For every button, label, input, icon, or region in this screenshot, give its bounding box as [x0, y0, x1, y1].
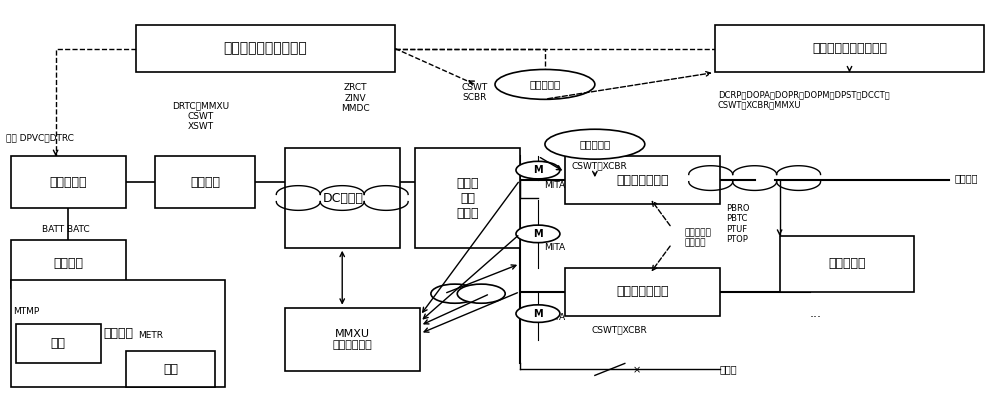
FancyBboxPatch shape	[415, 148, 520, 248]
Text: 电气连接点: 电气连接点	[529, 80, 561, 90]
FancyBboxPatch shape	[136, 25, 395, 72]
FancyBboxPatch shape	[565, 156, 720, 204]
Text: DC变换器: DC变换器	[322, 192, 363, 204]
FancyBboxPatch shape	[780, 236, 914, 292]
Circle shape	[516, 305, 560, 322]
Text: 光伏 DPVC、DTRC: 光伏 DPVC、DTRC	[6, 134, 74, 143]
Text: MMXU
电力系统测量: MMXU 电力系统测量	[333, 329, 373, 350]
Text: DRTC、MMXU
CSWT
XSWT: DRTC、MMXU CSWT XSWT	[172, 101, 229, 131]
FancyBboxPatch shape	[715, 25, 984, 72]
FancyBboxPatch shape	[16, 324, 101, 364]
Circle shape	[516, 161, 560, 179]
Text: M: M	[533, 309, 543, 319]
Circle shape	[457, 284, 505, 303]
Text: 站服务: 站服务	[720, 364, 737, 374]
Text: M: M	[533, 165, 543, 175]
Text: 负载线路断路器: 负载线路断路器	[616, 285, 669, 298]
Text: METR: METR	[138, 331, 163, 340]
Text: 电池系统: 电池系统	[53, 257, 83, 270]
FancyBboxPatch shape	[285, 148, 400, 248]
Text: MITA: MITA	[544, 181, 565, 190]
Text: 能量转换器: 能量转换器	[49, 176, 87, 188]
FancyBboxPatch shape	[11, 240, 126, 288]
Text: MITA: MITA	[544, 312, 565, 322]
Text: 发电机保护: 发电机保护	[828, 257, 866, 270]
Text: 公用线路断路器: 公用线路断路器	[616, 174, 669, 186]
Text: CSWT
SCBR: CSWT SCBR	[462, 83, 488, 102]
Text: BATT BATC: BATT BATC	[42, 225, 89, 234]
Circle shape	[516, 225, 560, 243]
Text: CSWT、XCBR: CSWT、XCBR	[592, 325, 648, 334]
Text: 气象: 气象	[163, 363, 178, 376]
Text: PBRO
PBTC
PTUF
PTOP: PBRO PBTC PTUF PTOP	[726, 204, 749, 244]
FancyBboxPatch shape	[11, 156, 126, 208]
Text: MTMP: MTMP	[13, 307, 39, 316]
FancyBboxPatch shape	[565, 268, 720, 316]
Text: MITA: MITA	[544, 243, 565, 252]
Text: 分布式能源单元控制器: 分布式能源单元控制器	[223, 42, 307, 56]
Text: 直流开关: 直流开关	[190, 176, 220, 188]
FancyBboxPatch shape	[285, 308, 420, 372]
Text: ...: ...	[810, 307, 822, 320]
Text: ZRCT
ZINV
MMDC: ZRCT ZINV MMDC	[341, 84, 370, 113]
Circle shape	[431, 284, 479, 303]
Ellipse shape	[495, 70, 595, 99]
FancyBboxPatch shape	[11, 280, 225, 387]
Text: 物理测量: 物理测量	[103, 327, 133, 340]
Text: 温度: 温度	[51, 337, 66, 350]
Text: M: M	[533, 229, 543, 239]
Text: 分布式能源
继电保护: 分布式能源 继电保护	[685, 228, 712, 248]
Text: 电气连接点: 电气连接点	[579, 139, 610, 149]
FancyBboxPatch shape	[155, 156, 255, 208]
Text: 分布式
能源
断路器: 分布式 能源 断路器	[456, 176, 479, 220]
Text: ×: ×	[633, 365, 641, 375]
FancyBboxPatch shape	[126, 352, 215, 387]
Text: 分布式能源电气连接点: 分布式能源电气连接点	[812, 42, 887, 55]
Text: 电力系统: 电力系统	[954, 173, 978, 183]
Ellipse shape	[545, 129, 645, 159]
Text: DCRP、DOPA、DOPR、DOPM、DPST、DCCT、
CSWT、XCBR、MMXU: DCRP、DOPA、DOPR、DOPM、DPST、DCCT、 CSWT、XCBR…	[718, 90, 889, 110]
Text: CSWT、XCBR: CSWT、XCBR	[572, 162, 628, 171]
